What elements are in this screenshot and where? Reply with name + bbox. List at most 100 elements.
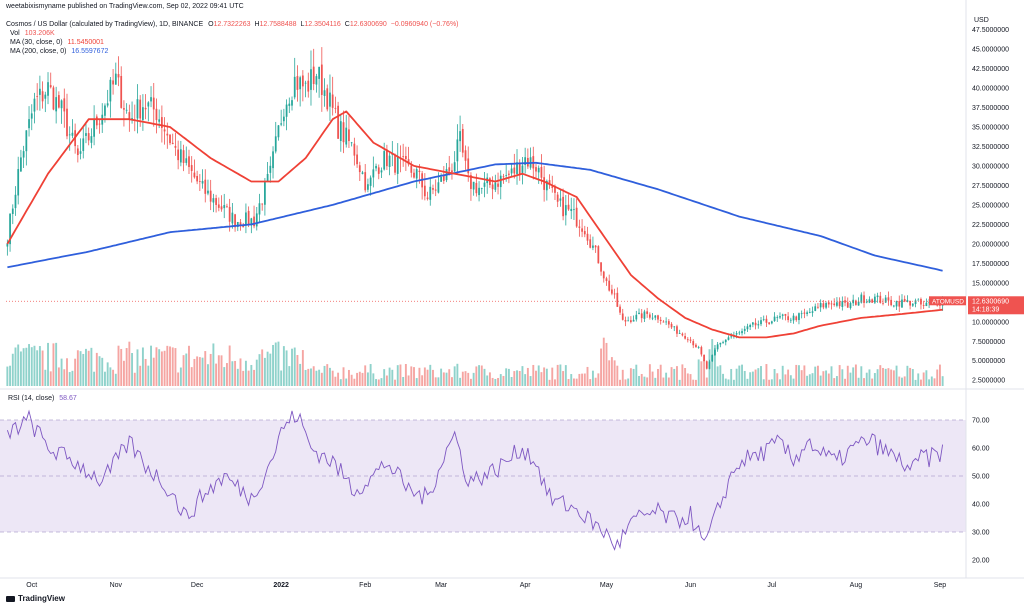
volume-bar xyxy=(87,350,90,386)
price-tick-label: 22.5000000 xyxy=(972,222,1009,229)
candle-body xyxy=(543,177,546,190)
volume-bar xyxy=(716,366,719,386)
volume-bar xyxy=(930,376,933,386)
candle-body xyxy=(453,162,456,172)
candle-body xyxy=(383,151,386,170)
candle-body xyxy=(770,321,773,324)
candle-body xyxy=(87,133,90,141)
volume-bar xyxy=(703,359,706,386)
candle-body xyxy=(215,198,217,205)
volume-bar xyxy=(323,365,326,386)
candle-body xyxy=(76,148,79,156)
volume-bar xyxy=(28,344,30,386)
symbol-title[interactable]: Cosmos / US Dollar (calculated by Tradin… xyxy=(6,21,204,28)
volume-bar xyxy=(911,369,914,386)
candle-body xyxy=(895,301,898,307)
candle-body xyxy=(171,142,174,145)
candle-body xyxy=(665,321,668,323)
candle-body xyxy=(377,167,380,174)
candle-body xyxy=(917,299,920,301)
volume-bar xyxy=(727,379,730,386)
volume-bar xyxy=(648,364,651,386)
volume-bar xyxy=(494,378,497,386)
candle-body xyxy=(296,76,299,90)
ma30-label[interactable]: MA (30, close, 0) xyxy=(10,39,63,46)
candle-body xyxy=(144,107,147,110)
volume-bar xyxy=(9,365,12,386)
volume-bar xyxy=(551,367,554,386)
candle-body xyxy=(93,118,95,137)
candle-body xyxy=(632,319,635,322)
volume-bar xyxy=(407,375,410,386)
volume-bar xyxy=(399,364,402,386)
volume-bar xyxy=(665,372,668,386)
candle-body xyxy=(882,302,884,304)
candle-body xyxy=(247,210,250,225)
volume-bar xyxy=(49,371,52,386)
candle-body xyxy=(190,165,193,171)
volume-bar xyxy=(846,365,849,386)
symbol-badge[interactable] xyxy=(929,296,966,306)
volume-bar xyxy=(201,357,204,386)
candle-body xyxy=(594,245,597,248)
volume-bar xyxy=(404,363,407,386)
ohlc-close: 12.6300690 xyxy=(349,21,387,28)
candle-body xyxy=(884,297,887,303)
candle-body xyxy=(497,183,499,187)
volume-bar xyxy=(581,373,584,386)
price-badge-value: 12.6300690 xyxy=(972,298,1009,305)
rsi-label[interactable]: RSI (14, close) xyxy=(8,395,55,402)
candle-body xyxy=(545,180,548,191)
volume-bar xyxy=(814,366,817,386)
candle-body xyxy=(518,163,521,175)
volume-bar xyxy=(806,375,809,386)
candle-body xyxy=(128,112,131,119)
volume-bar xyxy=(11,353,14,386)
tradingview-logo[interactable]: TradingView xyxy=(6,594,65,603)
volume-bar xyxy=(901,377,903,386)
candle-body xyxy=(846,302,849,308)
volume-bar xyxy=(44,369,47,386)
candle-body xyxy=(619,306,621,313)
candle-body xyxy=(337,105,339,139)
ma200-label[interactable]: MA (200, close, 0) xyxy=(10,48,67,55)
volume-bar xyxy=(738,365,741,386)
candle-body xyxy=(334,107,337,109)
volume-bar xyxy=(6,366,9,386)
candle-body xyxy=(304,82,307,84)
volume-bar xyxy=(166,345,169,386)
candle-body xyxy=(299,77,302,90)
volume-bar xyxy=(686,373,689,386)
candle-body xyxy=(803,312,806,314)
candle-body xyxy=(480,188,483,190)
volume-bar xyxy=(266,351,269,386)
volume-bar xyxy=(361,372,364,386)
volume-bar xyxy=(337,372,340,386)
volume-bar xyxy=(385,375,388,386)
volume-bar xyxy=(410,366,413,386)
vol-label[interactable]: Vol xyxy=(10,30,20,37)
candle-body xyxy=(863,295,865,303)
volume-bar xyxy=(643,376,646,386)
candle-body xyxy=(613,293,616,295)
volume-bar xyxy=(746,378,749,386)
volume-bar xyxy=(375,379,377,386)
volume-bar xyxy=(535,370,537,386)
candle-body xyxy=(589,239,592,248)
volume-bar xyxy=(808,374,811,386)
candle-body xyxy=(537,167,540,173)
candle-body xyxy=(667,321,670,325)
volume-bar xyxy=(263,357,266,386)
volume-bar xyxy=(941,376,944,386)
candle-body xyxy=(570,208,573,212)
candle-body xyxy=(41,91,44,102)
candle-body xyxy=(402,156,405,157)
volume-bar xyxy=(231,361,234,386)
candle-body xyxy=(410,165,413,173)
candle-body xyxy=(925,302,928,307)
volume-bar xyxy=(442,372,445,386)
candle-body xyxy=(789,319,792,321)
author-name[interactable]: weetabixismyname xyxy=(6,3,66,10)
candle-body xyxy=(600,262,602,272)
